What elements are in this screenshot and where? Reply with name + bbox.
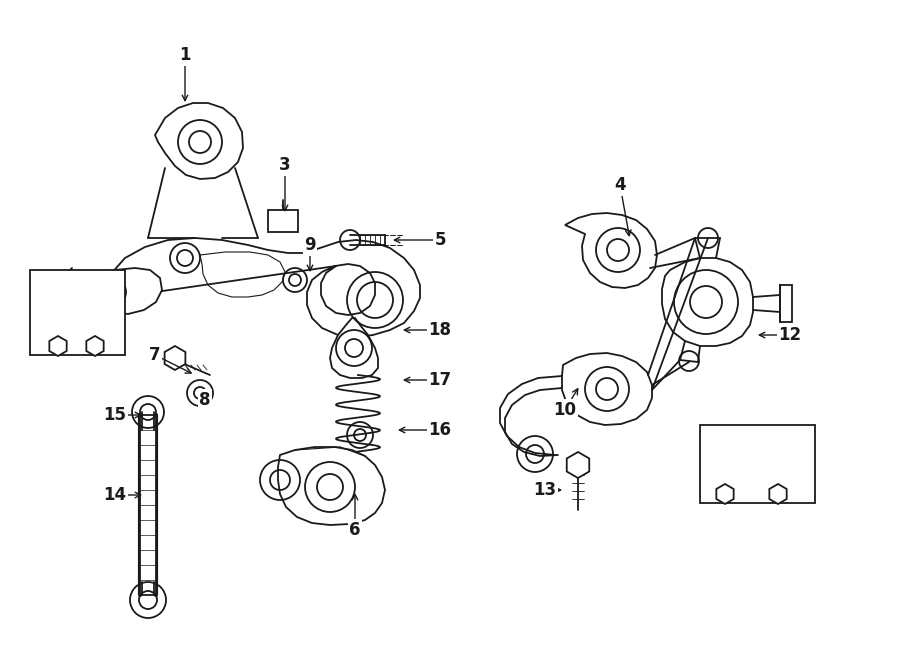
Text: 6: 6 (349, 521, 361, 539)
Text: 5: 5 (434, 231, 446, 249)
Text: 15: 15 (104, 406, 127, 424)
Text: 4: 4 (614, 176, 626, 194)
Text: 1: 1 (179, 46, 191, 64)
Text: 9: 9 (304, 236, 316, 254)
Text: 12: 12 (778, 326, 802, 344)
Polygon shape (60, 268, 162, 314)
Polygon shape (330, 318, 378, 378)
Text: 13: 13 (534, 481, 556, 499)
Text: 10: 10 (554, 401, 577, 419)
Text: 18: 18 (428, 321, 452, 339)
Polygon shape (565, 213, 657, 288)
Polygon shape (278, 447, 385, 525)
Text: 7: 7 (149, 346, 161, 364)
Bar (268, 210, 298, 232)
Polygon shape (562, 353, 652, 425)
Text: 11: 11 (778, 441, 802, 459)
Bar (140, 415, 156, 595)
Polygon shape (100, 238, 420, 337)
Text: 8: 8 (199, 391, 211, 409)
Text: 17: 17 (428, 371, 452, 389)
Bar (780, 285, 792, 322)
Bar (700, 425, 815, 503)
Polygon shape (662, 258, 753, 346)
Text: 3: 3 (279, 156, 291, 174)
Text: 16: 16 (428, 421, 452, 439)
Text: 2: 2 (29, 301, 40, 319)
Polygon shape (155, 103, 243, 179)
Text: 14: 14 (104, 486, 127, 504)
Bar (30, 270, 125, 355)
